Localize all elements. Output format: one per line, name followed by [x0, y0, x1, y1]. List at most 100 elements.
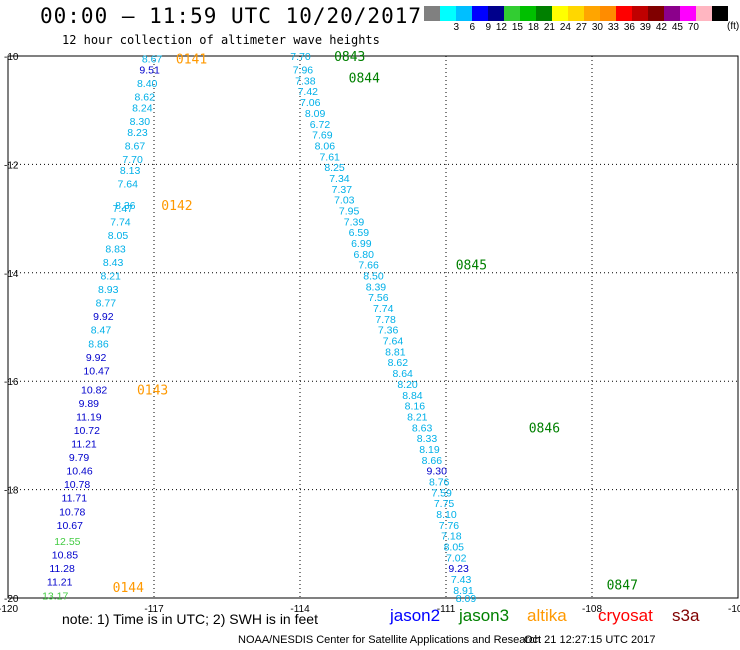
footer-credit: NOAA/NESDIS Center for Satellite Applica… — [238, 634, 541, 646]
wave-height-label: 9.23 — [448, 563, 469, 575]
wave-height-label: 7.02 — [446, 552, 467, 564]
legend-cryosat: cryosat — [598, 606, 653, 625]
wave-height-label: 10.67 — [57, 520, 83, 532]
plot-frame — [7, 55, 739, 599]
wave-height-label: 7.69 — [312, 130, 333, 142]
wave-height-label: 8.16 — [405, 401, 426, 413]
y-tick-label: -20 — [4, 594, 19, 605]
color-swatch — [424, 6, 440, 21]
wave-height-label: 10.85 — [52, 550, 78, 562]
wave-height-label: 10.82 — [81, 384, 107, 396]
y-tick-label: -16 — [4, 377, 19, 388]
wave-height-label: 8.39 — [366, 281, 387, 293]
chart-subtitle: 12 hour collection of altimeter wave hei… — [62, 33, 380, 47]
wave-height-label: 8.40 — [137, 78, 158, 90]
x-tick-label: -111 — [437, 604, 456, 615]
wave-height-label: 8.13 — [120, 165, 141, 177]
chart-title: 00:00 – 11:59 UTC 10/20/2017 — [40, 4, 423, 28]
wave-height-label: 7.59 — [431, 487, 452, 499]
wave-height-label: 10.46 — [66, 466, 92, 478]
legend-jason2: jason2 — [390, 606, 441, 625]
color-scale-label: 33 — [607, 22, 619, 33]
pass-time-label: 0143 — [137, 383, 168, 398]
color-scale-label: 15 — [511, 22, 523, 33]
wave-height-label: 6.72 — [310, 119, 331, 131]
wave-height-label: 8.50 — [363, 271, 384, 283]
color-swatch — [632, 6, 648, 21]
wave-height-label: 8.10 — [436, 509, 457, 521]
wave-height-label: 7.74 — [110, 216, 131, 228]
color-scale-label: 45 — [671, 22, 683, 33]
wave-height-label: 7.56 — [368, 292, 389, 304]
wave-height-label: 11.21 — [71, 439, 97, 451]
wave-height-label: 7.96 — [293, 65, 314, 77]
footer-timestamp: Oct 21 12:27:15 UTC 2017 — [524, 634, 656, 646]
wave-height-label: 7.47 — [113, 203, 134, 215]
wave-height-label: 8.05 — [444, 542, 465, 554]
color-scale-label: 30 — [591, 22, 603, 33]
wave-height-label: 8.43 — [103, 257, 124, 269]
wave-height-label: 8.62 — [388, 357, 409, 369]
y-tick-label: -18 — [4, 486, 19, 497]
wave-height-label: 7.39 — [344, 216, 365, 228]
wave-height-label: 8.25 — [324, 162, 345, 174]
wave-height-label: 7.42 — [298, 86, 319, 98]
wave-height-label: 7.75 — [434, 498, 455, 510]
color-scale-unit: (ft) — [727, 21, 740, 32]
legend-note: note: 1) Time is in UTC; 2) SWH is in fe… — [62, 611, 318, 627]
wave-height-label: 7.70 — [290, 51, 311, 63]
color-swatch — [616, 6, 632, 21]
color-scale-label: 12 — [495, 22, 507, 33]
wave-height-label: 10.78 — [59, 506, 85, 518]
wave-height-label: 7.43 — [451, 574, 472, 586]
wave-height-label: 8.93 — [98, 284, 119, 296]
wave-height-label: 8.91 — [453, 585, 474, 597]
wave-height-label: 7.66 — [358, 260, 379, 272]
x-tick-label: -120 — [0, 604, 18, 615]
color-swatch — [456, 6, 472, 21]
wave-height-label: 8.21 — [100, 271, 121, 283]
wave-height-label: 8.23 — [127, 127, 148, 139]
wave-height-label: 9.30 — [427, 466, 448, 478]
color-scale-label: 6 — [469, 22, 475, 33]
x-tick-label: -117 — [144, 604, 164, 615]
color-scale-label: 36 — [623, 22, 635, 33]
wave-height-label: 8.81 — [385, 346, 406, 358]
color-scale-label: 9 — [485, 22, 491, 33]
wave-height-label: 9.92 — [86, 352, 107, 364]
wave-height-label: 11.28 — [49, 563, 75, 575]
color-swatch — [584, 6, 600, 21]
x-tick-label: -114 — [290, 604, 310, 615]
wave-height-label: 7.61 — [319, 151, 340, 163]
y-tick-label: -14 — [4, 269, 19, 280]
wave-height-label: 8.36 — [115, 200, 136, 212]
wave-height-label: 8.67 — [142, 54, 163, 66]
wave-height-label: 8.09 — [456, 593, 477, 605]
pass-time-label: 0844 — [349, 72, 380, 87]
wave-height-label: 11.71 — [62, 493, 88, 505]
wave-height-label: 7.03 — [334, 195, 355, 207]
wave-height-label: 8.83 — [105, 243, 126, 255]
color-swatch — [504, 6, 520, 21]
color-swatch — [648, 6, 664, 21]
wave-height-label: 11.21 — [47, 577, 73, 589]
wave-height-label: 9.79 — [69, 452, 90, 464]
wave-height-label: 8.33 — [417, 433, 438, 445]
color-swatch — [712, 6, 728, 21]
wave-height-label: 8.09 — [305, 108, 326, 120]
wave-height-label: 7.36 — [378, 325, 399, 337]
wave-height-label: 7.95 — [339, 205, 360, 217]
legend-altika: altika — [527, 606, 567, 625]
color-scale-labels: 3 6 9 12 15 18 21 24 27 30 33 36 39 42 45 70 — [424, 22, 712, 33]
pass-time-label: 0846 — [529, 421, 560, 436]
wave-height-label: 12.55 — [54, 536, 80, 548]
wave-height-label: 8.06 — [315, 140, 336, 152]
wave-height-label: 7.37 — [332, 184, 353, 196]
wave-height-label: 7.34 — [329, 173, 350, 185]
wave-height-label: 8.63 — [412, 422, 433, 434]
pass-time-label: 0142 — [161, 199, 192, 214]
wave-height-label: 6.80 — [354, 249, 375, 261]
color-swatch — [664, 6, 680, 21]
color-swatch — [440, 6, 456, 21]
color-swatch — [696, 6, 712, 21]
